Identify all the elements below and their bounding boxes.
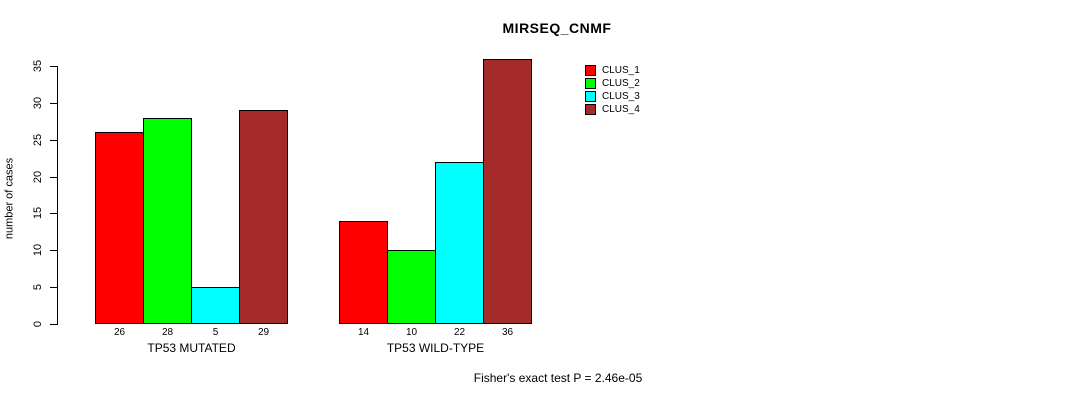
bar-clus_4-2 <box>483 58 532 324</box>
y-tick <box>50 102 57 104</box>
bar-value-label: 26 <box>113 327 126 338</box>
legend-label: CLUS_4 <box>602 104 640 115</box>
bar-clus_3-1 <box>191 287 240 324</box>
bar-value-label: 14 <box>357 327 370 338</box>
y-tick <box>50 250 57 252</box>
legend-swatch-icon <box>585 65 596 76</box>
y-tick-label: 10 <box>32 244 44 257</box>
bar-value-label: 28 <box>161 327 174 338</box>
legend-swatch-icon <box>585 104 596 115</box>
legend-item-clus_2: CLUS_2 <box>585 78 640 89</box>
legend-label: CLUS_2 <box>602 78 640 89</box>
bar-clus_4-1 <box>239 110 288 324</box>
y-tick <box>50 176 57 178</box>
group-label: TP53 WILD-TYPE <box>386 341 485 355</box>
legend-item-clus_1: CLUS_1 <box>585 65 640 76</box>
legend-item-clus_4: CLUS_4 <box>585 104 640 115</box>
y-tick-label: 25 <box>32 133 44 146</box>
y-tick-label: 15 <box>32 207 44 220</box>
bar-clus_1-1 <box>95 132 144 324</box>
bar-value-label: 5 <box>212 327 219 338</box>
y-tick <box>50 213 57 215</box>
legend-label: CLUS_1 <box>602 65 640 76</box>
fisher-test-annotation: Fisher's exact test P = 2.46e-05 <box>473 371 643 385</box>
y-tick <box>50 139 57 141</box>
y-tick <box>50 324 57 325</box>
bar-value-label: 22 <box>453 327 466 338</box>
y-tick <box>50 287 57 289</box>
bar-clus_2-2 <box>387 250 436 324</box>
bar-value-label: 10 <box>405 327 418 338</box>
legend-swatch-icon <box>585 91 596 102</box>
bar-clus_1-2 <box>339 220 388 324</box>
y-tick-label: 0 <box>32 320 44 328</box>
legend: CLUS_1 CLUS_2 CLUS_3 CLUS_4 <box>585 65 640 117</box>
bar-clus_3-2 <box>435 161 484 324</box>
legend-label: CLUS_3 <box>602 91 640 102</box>
y-tick-label: 20 <box>32 170 44 183</box>
y-tick-label: 5 <box>32 284 44 291</box>
legend-swatch-icon <box>585 78 596 89</box>
chart-title: MIRSEQ_CNMF <box>502 20 612 36</box>
y-tick-label: 35 <box>32 59 44 73</box>
group-label: TP53 MUTATED <box>147 341 236 355</box>
y-tick <box>50 66 57 68</box>
legend-item-clus_3: CLUS_3 <box>585 91 640 102</box>
bar-value-label: 36 <box>501 327 514 338</box>
bar-value-label: 29 <box>257 327 270 338</box>
bar-clus_2-1 <box>143 117 192 324</box>
y-axis-line <box>57 66 58 325</box>
y-tick-label: 30 <box>32 96 44 110</box>
